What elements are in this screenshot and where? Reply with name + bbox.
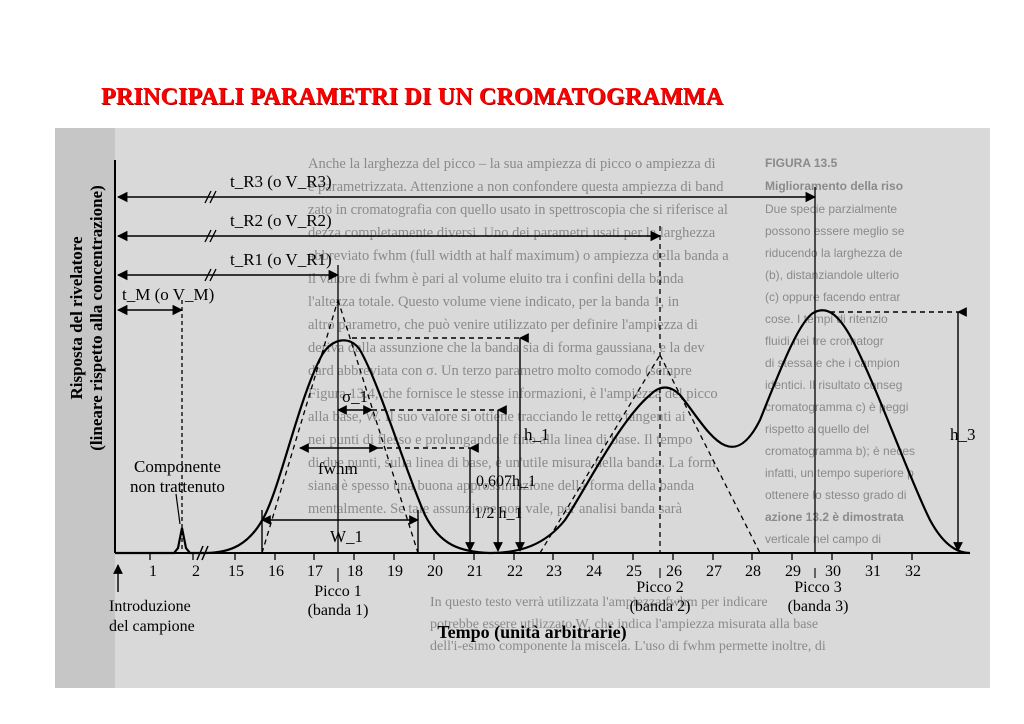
x-tick-label: 15	[228, 563, 244, 580]
fwhm-label: fwhm	[318, 459, 358, 478]
side-line: cromatogramma b); è neces	[765, 444, 915, 458]
page-title: PRINCIPALI PARAMETRI DI UN CROMATOGRAMMA	[101, 84, 724, 110]
x-tick-label: 16	[268, 563, 284, 580]
tr1-label: t_R1 (o V_R1)	[230, 250, 332, 269]
bottom-line: In questo testo verrà utilizzata l'ampie…	[430, 595, 768, 610]
x-tick-label: 24	[586, 563, 602, 580]
body-line: dezza completamente diversi. Uno dei par…	[308, 225, 716, 241]
x-tick-label: 26	[666, 563, 682, 580]
x-tick-label: 23	[546, 563, 562, 580]
bottom-line: potrebbe essere utilizzato W, che indica…	[430, 617, 818, 632]
x-tick-label: 21	[467, 563, 483, 580]
unretained-label-2: non trattenuto	[130, 477, 225, 496]
side-line: (c) oppure facendo entrar	[765, 290, 900, 304]
peak-label-pointers	[337, 568, 816, 582]
side-line: azione 13.2 è dimostrata	[765, 510, 904, 524]
w1-label: W_1	[330, 527, 363, 546]
side-line: cose. I tempi di ritenzio	[765, 312, 888, 326]
x-tick-label: 31	[865, 563, 881, 580]
body-line: Figura 13.4, che fornisce le stesse info…	[308, 386, 718, 402]
body-line: abbreviato fwhm (full width at half maxi…	[308, 248, 729, 264]
side-line: Due specie parzialmente	[765, 202, 897, 216]
side-line: FIGURA 13.5	[765, 156, 838, 170]
body-line: il valore di fwhm è pari al volume eluit…	[308, 271, 684, 287]
retention-breaks	[204, 190, 217, 282]
h3-label: h_3	[950, 425, 976, 444]
x-tick-label: 19	[387, 563, 403, 580]
x-tick-label: 28	[745, 563, 761, 580]
side-line: identici. Il risultato conseg	[765, 378, 902, 392]
side-line: rispetto a quello del	[765, 422, 869, 436]
x-tick-label: 1	[149, 563, 157, 580]
x-tick-label: 29	[785, 563, 801, 580]
x-axis-label: Tempo (unità arbitrarie)	[437, 622, 626, 643]
unretained-label-1: Componente	[134, 457, 221, 476]
background-side-column: FIGURA 13.5 Miglioramento della riso Due…	[765, 156, 915, 546]
y-axis-title: Risposta del rivelatore	[67, 236, 86, 400]
tr2-label: t_R2 (o V_R2)	[230, 211, 332, 230]
h1-label: h_1	[524, 425, 550, 444]
x-axis-ticks	[149, 553, 913, 560]
scan-left-shadow	[55, 128, 115, 688]
side-line: fluidi nei tre cromatogr	[765, 334, 884, 348]
side-line: riducendo la larghezza de	[765, 246, 903, 260]
side-line: cromatogramma c) è peggi	[765, 400, 908, 414]
side-line: verticale nel campo di	[765, 532, 881, 546]
body-line: nei punti di flesso e prolungandole fino…	[308, 432, 693, 448]
peak-verticals	[181, 187, 816, 553]
body-line: deriva dalla assunzione che la banda sia…	[308, 340, 705, 356]
height-arrows	[352, 307, 967, 552]
x-tick-label: 32	[905, 563, 921, 580]
body-line: di due punti, sulla linea di base, è un'…	[308, 455, 716, 471]
x-tick-label: 17	[307, 563, 323, 580]
y-axis-subtitle: (lineare rispetto alla concentrazione)	[87, 185, 106, 450]
h607-label: 0,607h_1	[476, 473, 536, 490]
x-tick-labels: 1 2 15 16 17 18 19 20 21 22 23 24 25 26 …	[149, 563, 921, 580]
side-line: possono essere meglio se	[765, 224, 905, 238]
bottom-line: dell'i-esimo componente la miscela. L'us…	[430, 639, 826, 654]
body-line: dard abbreviata con σ. Un terzo parametr…	[308, 363, 692, 379]
x-tick-label: 25	[626, 563, 642, 580]
chromatogram-trace	[115, 309, 971, 555]
peak1-label-1: Picco 1	[314, 583, 362, 600]
y-axis-label: Risposta del rivelatore (lineare rispett…	[67, 185, 106, 450]
peak1-tangents	[261, 299, 761, 554]
side-line: infatti, un tempo superiore p	[765, 466, 914, 480]
x-tick-label: 30	[825, 563, 841, 580]
x-tick-label: 22	[507, 563, 523, 580]
tm-label: t_M (o V_M)	[122, 285, 214, 304]
x-tick-label: 18	[347, 563, 363, 580]
injection-label-1: Introduzione	[109, 598, 191, 615]
side-line: ottenere lo stesso grado di	[765, 488, 906, 502]
x-tick-label: 20	[427, 563, 443, 580]
side-line: (b), distanziandole ulterio	[765, 268, 899, 282]
body-line: zato in cromatografia con quello usato i…	[308, 202, 728, 218]
peak3-label-1: Picco 3	[794, 579, 842, 596]
body-line: Anche la larghezza del picco – la sua am…	[308, 156, 716, 172]
body-line: è parametrizzata. Attenzione a non confo…	[308, 179, 724, 195]
injection-label-2: del campione	[109, 618, 195, 635]
side-line: Miglioramento della riso	[765, 179, 903, 193]
tr3-label: t_R3 (o V_R3)	[230, 172, 332, 191]
sigma-label: σ_1	[342, 387, 368, 406]
x-tick-label: 2	[192, 563, 200, 580]
peak2-label-1: Picco 2	[636, 579, 684, 596]
peak2-label-2: (banda 2)	[630, 598, 691, 615]
background-bottom-text: In questo testo verrà utilizzata l'ampie…	[430, 595, 826, 654]
width-arrows	[261, 405, 500, 553]
body-line: l'altezza totale. Questo volume viene in…	[308, 294, 680, 310]
x-tick-label: 27	[706, 563, 722, 580]
body-line: altro parametro, che può venire utilizza…	[308, 317, 698, 333]
annotations: t_R3 (o V_R3) t_R2 (o V_R2) t_R1 (o V_R1…	[122, 172, 976, 546]
unretained-pointer	[175, 493, 181, 525]
half-label: 1/2 h_1	[474, 505, 522, 522]
peak1-label-2: (banda 1)	[308, 602, 369, 619]
bottom-labels: Introduzione del campione Picco 1 (banda…	[109, 579, 848, 635]
peak3-label-2: (banda 3)	[788, 598, 849, 615]
